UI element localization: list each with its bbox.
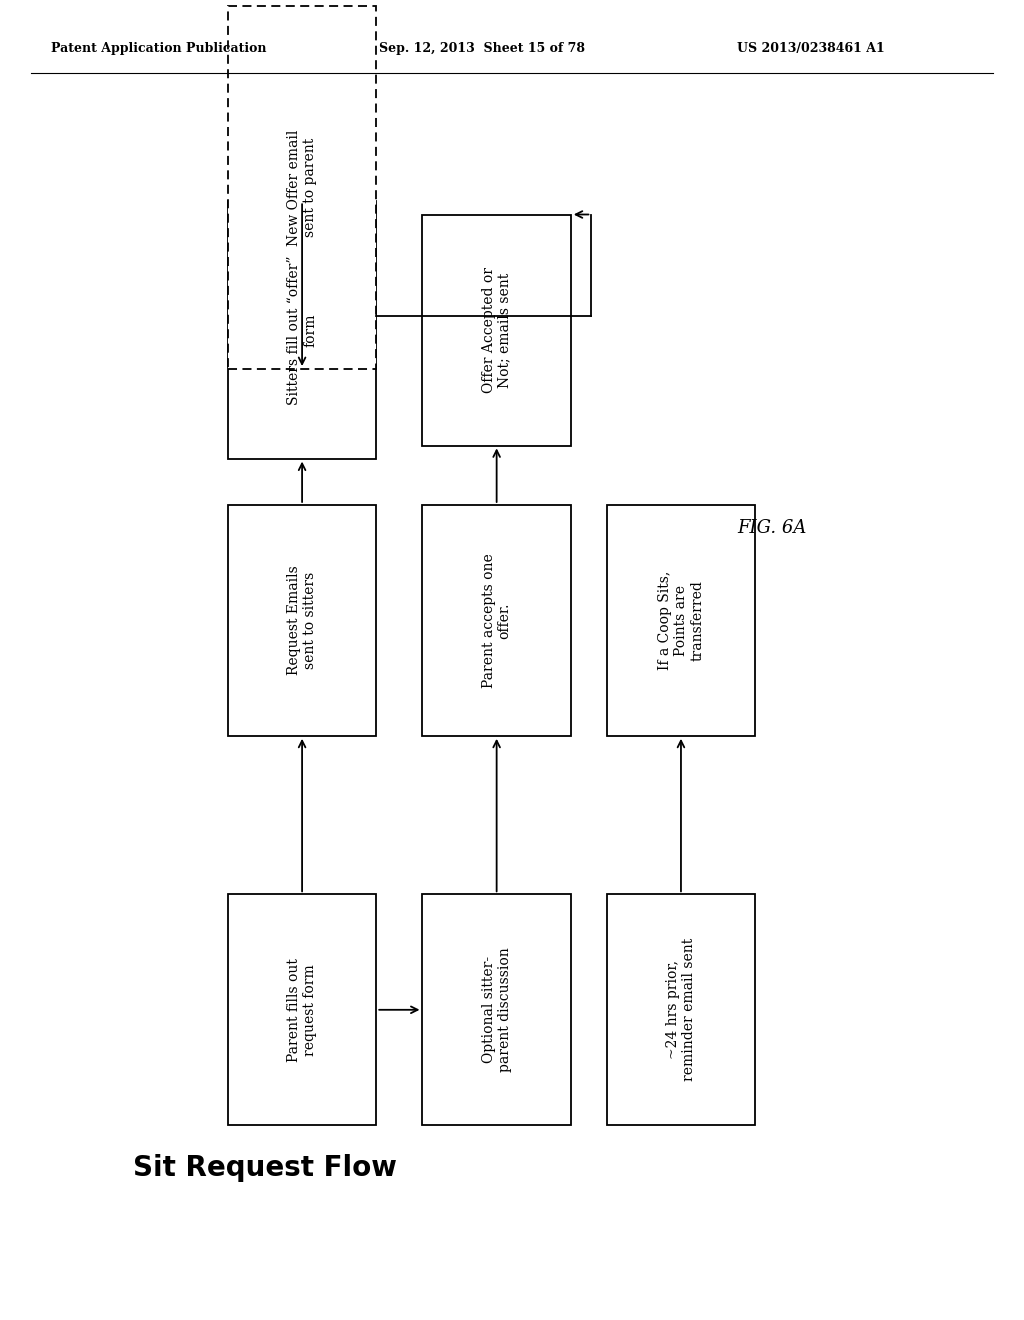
Text: Sitters fill out “offer”
form: Sitters fill out “offer” form xyxy=(287,255,317,405)
Text: If a Coop Sits,
Points are
transferred: If a Coop Sits, Points are transferred xyxy=(657,570,705,671)
Text: Sit Request Flow: Sit Request Flow xyxy=(133,1154,397,1183)
Bar xyxy=(227,506,376,737)
Bar xyxy=(606,506,756,737)
Text: Parent accepts one
offer.: Parent accepts one offer. xyxy=(481,553,512,688)
Bar xyxy=(606,895,756,1125)
Text: Request Emails
sent to sitters: Request Emails sent to sitters xyxy=(287,565,317,676)
Text: Optional sitter-
parent discussion: Optional sitter- parent discussion xyxy=(481,948,512,1072)
Bar xyxy=(227,895,376,1125)
Bar xyxy=(422,214,571,446)
Text: Sep. 12, 2013  Sheet 15 of 78: Sep. 12, 2013 Sheet 15 of 78 xyxy=(379,42,585,55)
Bar xyxy=(422,506,571,737)
Text: ~24 hrs prior,
reminder email sent: ~24 hrs prior, reminder email sent xyxy=(666,939,696,1081)
Bar xyxy=(227,202,376,459)
Bar xyxy=(422,895,571,1125)
Text: US 2013/0238461 A1: US 2013/0238461 A1 xyxy=(737,42,885,55)
Text: Offer Accepted or
Not; emails sent: Offer Accepted or Not; emails sent xyxy=(481,267,512,393)
Bar xyxy=(227,7,376,370)
Text: New Offer email
sent to parent: New Offer email sent to parent xyxy=(287,129,317,246)
Text: FIG. 6A: FIG. 6A xyxy=(737,519,807,537)
Text: Parent fills out
request form: Parent fills out request form xyxy=(287,958,317,1061)
Text: Patent Application Publication: Patent Application Publication xyxy=(51,42,266,55)
